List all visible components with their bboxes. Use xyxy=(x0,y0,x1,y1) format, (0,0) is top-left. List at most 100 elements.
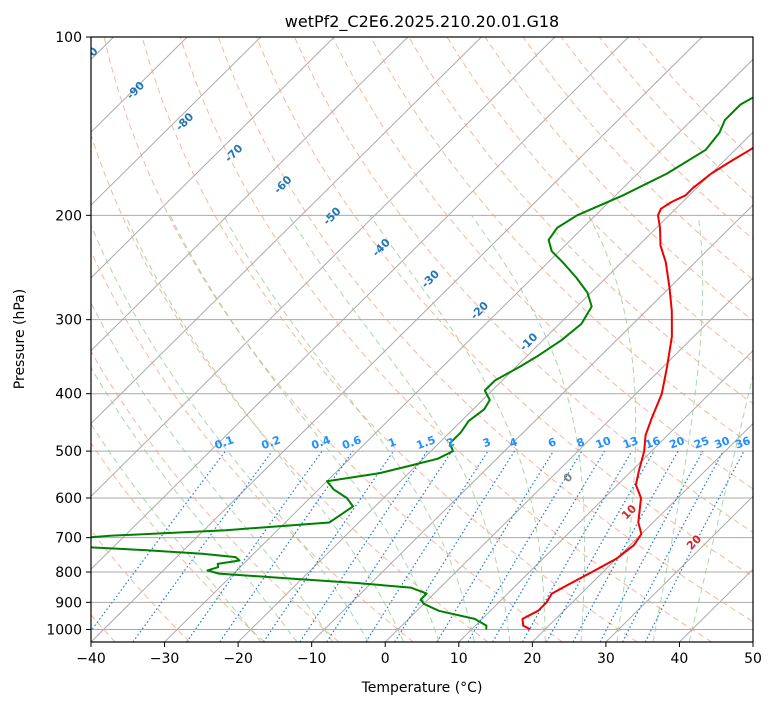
mixing-ratio-label: 25 xyxy=(692,434,711,451)
dry-adiabat-line xyxy=(91,442,265,642)
y-tick-label: 100 xyxy=(55,30,82,46)
x-axis-ticks: −40 −30 −20 −10 0 10 20 30 40 50 xyxy=(76,642,762,667)
mixing-ratio-line xyxy=(436,450,554,642)
mixing-ratio-label: 1 xyxy=(386,435,398,450)
x-tick-label: 40 xyxy=(671,651,689,667)
x-tick-label: −20 xyxy=(223,651,253,667)
chart-title: wetPf2_C2E6.2025.210.20.01.G18 xyxy=(285,12,559,32)
mixing-ratio-line xyxy=(326,450,453,642)
dry-adiabat-line xyxy=(294,37,753,534)
plot-frame xyxy=(90,36,754,643)
moist-adiabat-line xyxy=(124,215,405,642)
dry-adiabat-line xyxy=(91,250,414,642)
mixing-ratio-label: 20 xyxy=(668,434,687,452)
mixing-ratio-line xyxy=(299,450,428,642)
dry-adiabat-line xyxy=(91,350,340,642)
mixing-ratio-line xyxy=(219,450,354,642)
adiabat-lines xyxy=(91,37,753,642)
isotherm-gridline xyxy=(91,37,556,498)
isotherm-gridline xyxy=(531,422,753,642)
mixing-ratio-label: 30 xyxy=(713,434,732,452)
mixing-ratio-label: 0.6 xyxy=(340,433,363,452)
moist-adiabat-line xyxy=(588,215,637,642)
profile-series xyxy=(91,96,753,631)
y-tick-label: 900 xyxy=(55,595,82,611)
y-tick-label: 1000 xyxy=(46,622,82,638)
isotherm-gridline xyxy=(605,495,753,642)
x-axis-label: Temperature (°C) xyxy=(361,680,483,696)
isotherm-gridline xyxy=(91,37,409,352)
y-axis-label: Pressure (hPa) xyxy=(12,289,28,389)
mixing-ratio-label: 0.2 xyxy=(260,433,283,452)
mixing-ratio-label: 36 xyxy=(733,434,752,452)
isotherm-gridline xyxy=(91,37,482,425)
mixing-ratio-label: 10 xyxy=(594,434,613,452)
mixing-ratio-line xyxy=(91,450,226,632)
isotherm-gridline xyxy=(311,204,753,642)
mixing-ratio-line xyxy=(365,450,489,642)
mixing-ratio-label: 2 xyxy=(445,435,457,450)
dry-adiabat-line xyxy=(91,133,489,642)
dry-adiabat-line xyxy=(332,37,753,490)
mixing-ratio-lines xyxy=(91,450,745,642)
dry-adiabat-line xyxy=(408,37,753,405)
dry-adiabat-line xyxy=(179,37,713,642)
mixing-ratio-line xyxy=(599,450,704,642)
mixing-ratio-label: 8 xyxy=(575,435,587,450)
x-tick-label: 50 xyxy=(744,651,762,667)
isotherm-gridline xyxy=(91,37,262,206)
mixing-ratio-label: 1.5 xyxy=(415,433,438,452)
mixing-ratio-label: 0.4 xyxy=(310,433,333,452)
moist-adiabat-line xyxy=(369,215,546,642)
mixing-ratio-line xyxy=(263,450,394,642)
dry-adiabat-line xyxy=(103,37,563,642)
isotherm-gridline xyxy=(91,37,703,642)
moist-adiabat-line xyxy=(223,215,475,642)
moist-adiabat-line xyxy=(91,423,262,642)
y-tick-label: 600 xyxy=(55,491,82,507)
x-tick-label: −30 xyxy=(150,651,180,667)
mixing-ratio-label: 0.1 xyxy=(213,433,236,452)
isotherm-gridline xyxy=(384,277,753,642)
isotherm-gridline xyxy=(91,37,629,570)
x-tick-label: 30 xyxy=(597,651,615,667)
mixing-ratio-label: 3 xyxy=(481,435,493,450)
mixing-ratio-label: 16 xyxy=(643,434,662,452)
mixing-ratio-label: 4 xyxy=(508,435,520,450)
y-axis-ticks: 100 200 300 400 500 600 700 800 900 1000 xyxy=(46,30,91,638)
moist-adiabat-line xyxy=(471,215,586,642)
dry-adiabat-line xyxy=(141,37,638,642)
mixing-ratio-line xyxy=(186,450,323,642)
dry-adiabat-line xyxy=(446,37,753,363)
y-tick-label: 700 xyxy=(55,531,82,547)
moist-adiabat-line xyxy=(91,223,369,642)
background-grid xyxy=(91,37,753,642)
y-tick-label: 500 xyxy=(55,444,82,460)
mixing-ratio-label: 6 xyxy=(546,435,558,450)
x-tick-label: −10 xyxy=(297,651,327,667)
isotherm-gridline xyxy=(458,349,753,642)
moist-adiabat-line xyxy=(169,215,440,642)
mixing-ratio-line xyxy=(572,450,679,642)
y-tick-label: 800 xyxy=(55,565,82,581)
y-tick-label: 400 xyxy=(55,387,82,403)
dry-adiabat-line xyxy=(370,37,753,447)
x-tick-label: 0 xyxy=(381,651,390,667)
dry-adiabat-line xyxy=(255,37,753,578)
moist-adiabat-line xyxy=(91,366,298,642)
mixing-ratio-line xyxy=(546,450,655,642)
x-tick-label: −40 xyxy=(76,651,106,667)
moist-adiabat-line xyxy=(91,301,334,642)
x-tick-label: 20 xyxy=(523,651,541,667)
dry-adiabat-line xyxy=(217,37,753,623)
y-tick-label: 300 xyxy=(55,313,82,329)
mixing-ratio-line xyxy=(132,450,273,642)
dewpoint-profile-line xyxy=(91,96,753,630)
temperature-profile-line xyxy=(521,146,753,631)
isotherm-gridline xyxy=(237,131,753,642)
y-tick-label: 200 xyxy=(55,208,82,224)
dry-adiabat-line xyxy=(484,37,753,322)
moist-adiabat-line xyxy=(652,215,704,642)
